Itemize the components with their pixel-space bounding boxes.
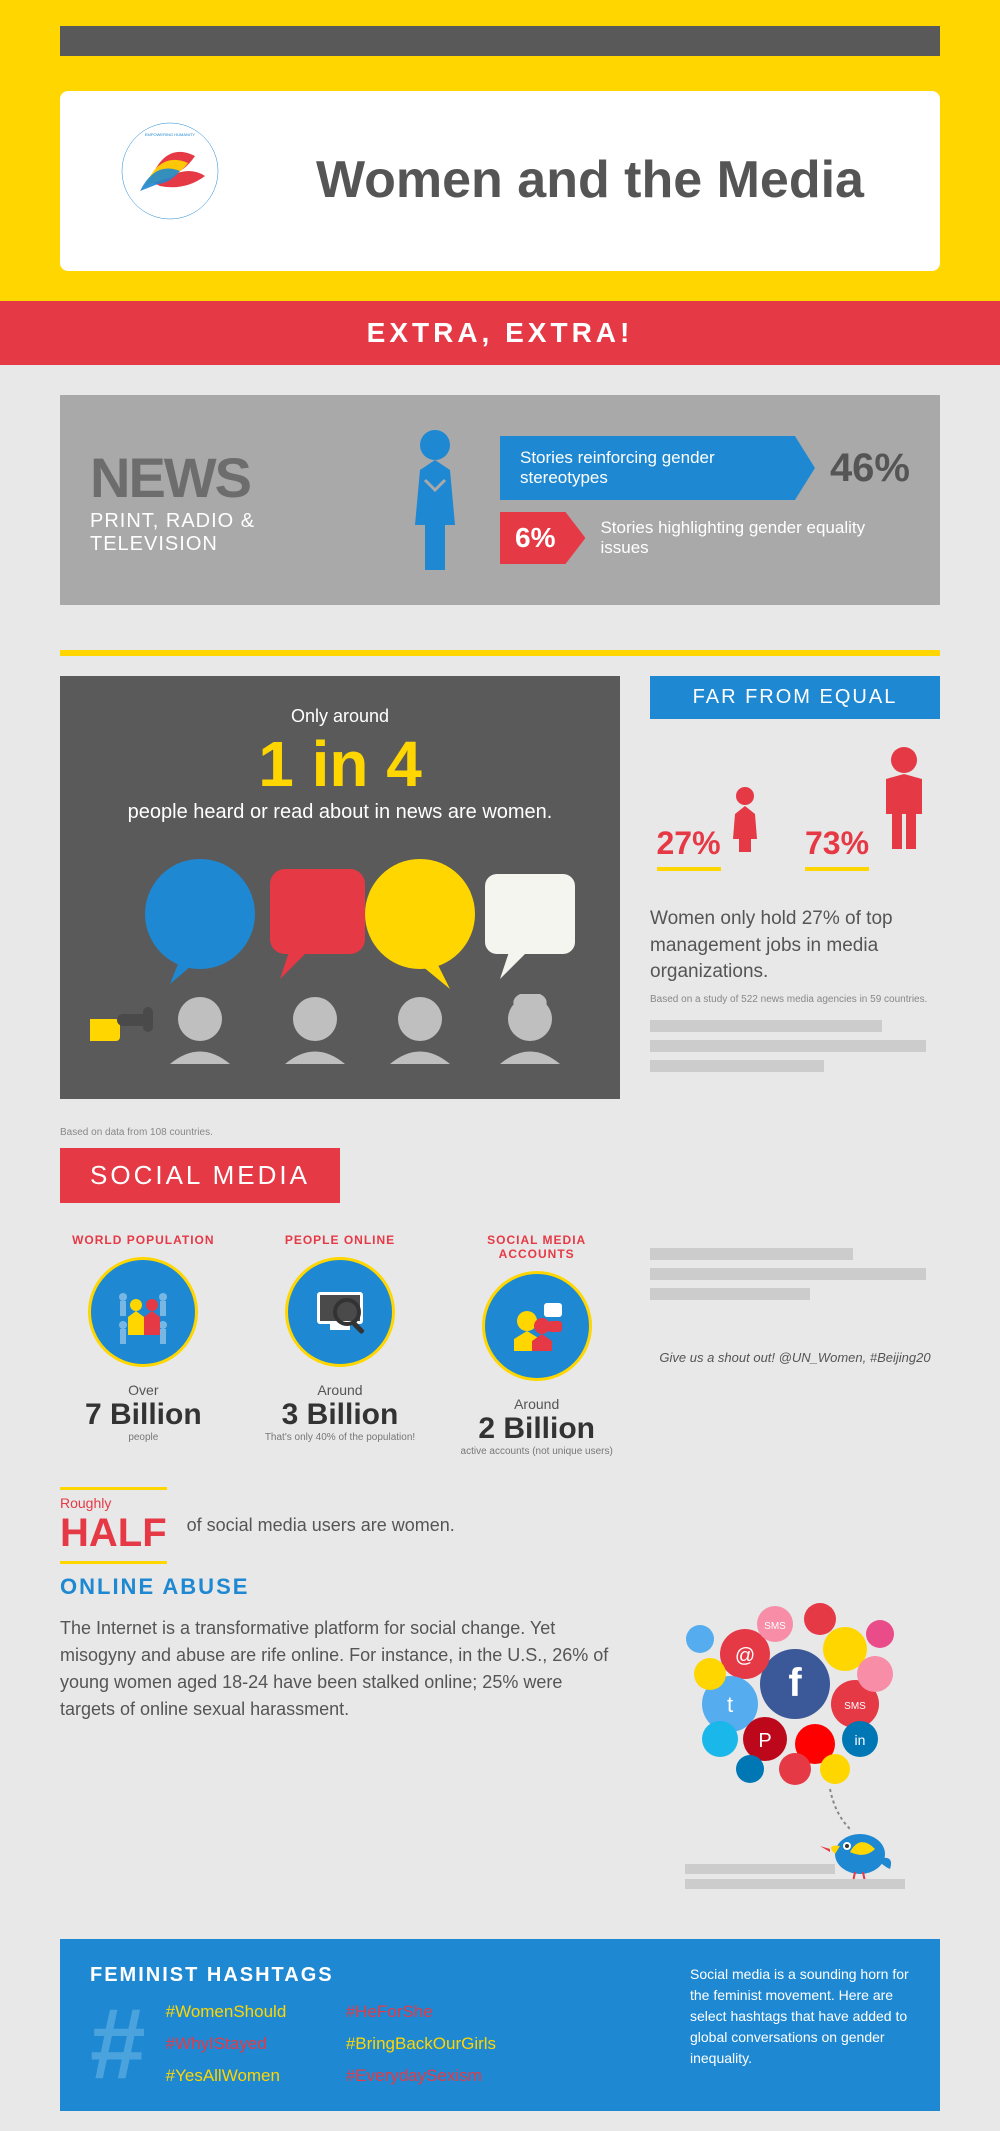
equality-stat: Stories highlighting gender equality iss… <box>600 518 910 558</box>
header-card: EMPOWERING HUMANITY Women and the Media <box>60 91 940 271</box>
abuse-text: The Internet is a transformative platfor… <box>60 1615 620 1723</box>
logo: EMPOWERING HUMANITY <box>110 121 250 241</box>
accounts-icon <box>482 1271 592 1381</box>
hashtag-title: FEMINIST HASHTAGS <box>90 1964 660 1987</box>
far-from-equal-panel: FAR FROM EQUAL 27% 73% Women only hold 2… <box>650 676 940 1099</box>
ratio-post: people heard or read about in news are w… <box>90 801 590 824</box>
men-mgmt-pct: 73% <box>805 825 869 871</box>
woman-small-icon <box>725 784 765 854</box>
population-icon <box>88 1257 198 1367</box>
hash-icon: # <box>90 2004 146 2084</box>
speech-bubbles-icon <box>90 844 590 1064</box>
woman-icon <box>400 425 470 575</box>
news-heading: NEWS <box>90 445 370 510</box>
hashtag-item: #EverydaySexism <box>346 2066 496 2086</box>
stereotype-pct: 46% <box>830 446 910 491</box>
abuse-title: ONLINE ABUSE <box>60 1574 620 1600</box>
svg-text:in: in <box>855 1732 866 1748</box>
mgmt-text: Women only hold 27% of top management jo… <box>650 906 940 986</box>
man-icon <box>874 744 934 854</box>
gray-accent-bar <box>60 26 940 56</box>
placeholder-lines-2 <box>650 1248 940 1300</box>
half-stat: Roughly HALF <box>60 1487 167 1564</box>
hashtag-section: FEMINIST HASHTAGS # #WomenShould #HeForSh… <box>60 1939 940 2111</box>
hashtag-list: #WomenShould #HeForShe #WhyIStayed #BringBa… <box>166 2002 496 2086</box>
mgmt-footnote: Based on a study of 522 news media agenc… <box>650 994 940 1005</box>
hashtag-item: #WomenShould <box>166 2002 316 2022</box>
shoutout-text: Give us a shout out! @UN_Women, #Beijing… <box>650 1350 940 1365</box>
news-section: NEWS PRINT, RADIO & TELEVISION Stories r… <box>60 395 940 605</box>
ratio-pre: Only around <box>90 706 590 727</box>
social-cloud-icon: f @ t SMS SMS P in <box>650 1574 940 1899</box>
ratio-big: 1 in 4 <box>90 727 590 801</box>
svg-text:t: t <box>727 1692 733 1717</box>
hashtag-item: #HeForShe <box>346 2002 496 2022</box>
placeholder-lines <box>650 1020 940 1072</box>
svg-text:@: @ <box>735 1645 755 1667</box>
stat-population: WORLD POPULATION Over 7 Billion people <box>60 1233 227 1457</box>
women-mgmt-pct: 27% <box>657 825 721 871</box>
online-icon <box>285 1257 395 1367</box>
far-title: FAR FROM EQUAL <box>650 676 940 719</box>
svg-text:P: P <box>758 1730 771 1752</box>
stereotype-stat: Stories reinforcing gender stereotypes <box>500 436 815 500</box>
ratio-footnote: Based on data from 108 countries. <box>0 1127 1000 1138</box>
svg-text:SMS: SMS <box>844 1701 866 1712</box>
svg-text:SMS: SMS <box>764 1621 786 1632</box>
news-subtitle: PRINT, RADIO & TELEVISION <box>90 510 370 556</box>
stat-online: PEOPLE ONLINE Around 3 Billion That's on… <box>257 1233 424 1457</box>
hashtag-item: #YesAllWomen <box>166 2066 316 2086</box>
half-text: of social media users are women. <box>187 1515 455 1536</box>
hashtag-item: #WhyIStayed <box>166 2034 316 2054</box>
svg-text:f: f <box>788 1661 802 1705</box>
social-stats-row: WORLD POPULATION Over 7 Billion people P… <box>60 1233 620 1457</box>
extra-banner: EXTRA, EXTRA! <box>0 301 1000 365</box>
stat-accounts: SOCIAL MEDIA ACCOUNTS Around 2 Billion a… <box>453 1233 620 1457</box>
hashtag-desc: Social media is a sounding horn for the … <box>690 1964 910 2086</box>
ratio-panel: Only around 1 in 4 people heard or read … <box>60 676 620 1099</box>
social-media-title: SOCIAL MEDIA <box>60 1148 340 1203</box>
main-title: Women and the Media <box>290 152 890 209</box>
equality-pct: 6% <box>500 512 585 564</box>
svg-text:EMPOWERING HUMANITY: EMPOWERING HUMANITY <box>145 132 196 137</box>
hashtag-item: #BringBackOurGirls <box>346 2034 496 2054</box>
header: EMPOWERING HUMANITY Women and the Media <box>0 71 1000 301</box>
